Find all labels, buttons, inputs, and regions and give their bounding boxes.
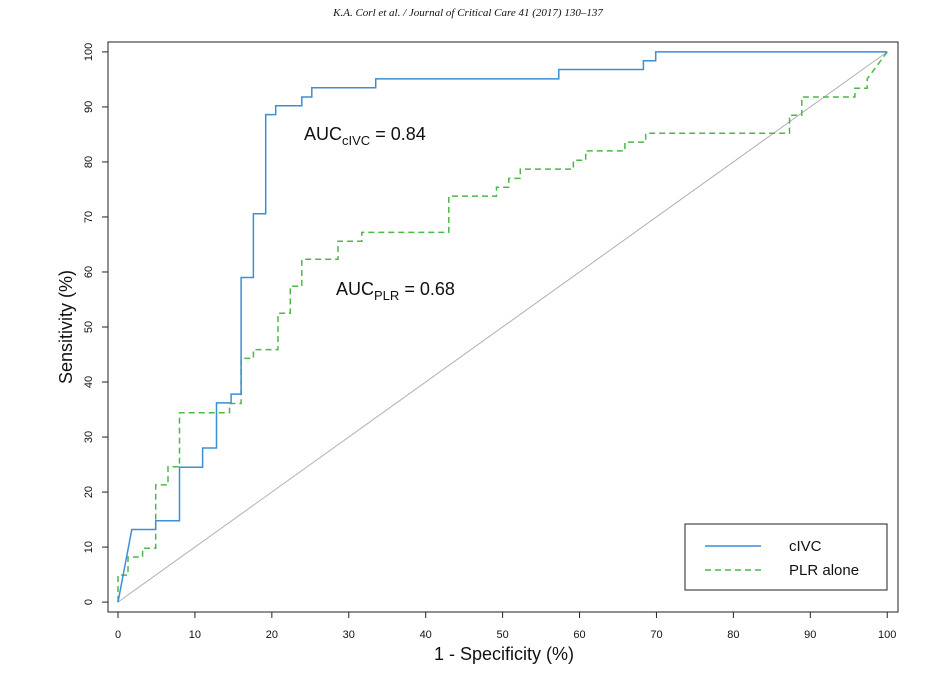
y-tick-label: 100: [83, 43, 95, 61]
x-tick-label: 90: [804, 629, 816, 641]
x-tick-label: 10: [189, 629, 201, 641]
y-tick-label: 70: [83, 211, 95, 223]
page-header: K.A. Corl et al. / Journal of Critical C…: [332, 7, 603, 19]
y-axis-label: Sensitivity (%): [56, 270, 76, 384]
y-tick-label: 20: [83, 486, 95, 498]
x-tick-label: 80: [727, 629, 739, 641]
legend-label: cIVC: [789, 538, 822, 555]
y-tick-label: 90: [83, 101, 95, 113]
x-tick-label: 70: [650, 629, 662, 641]
x-tick-label: 60: [573, 629, 585, 641]
x-tick-label: 30: [343, 629, 355, 641]
annotation-text: AUC: [336, 279, 374, 299]
y-tick-label: 40: [83, 376, 95, 388]
y-tick-label: 50: [83, 321, 95, 333]
y-tick-label: 80: [83, 156, 95, 168]
roc-curve: [117, 51, 888, 603]
y-tick-label: 30: [83, 431, 95, 443]
reference-line: [117, 51, 888, 603]
x-axis-label: 1 - Specificity (%): [434, 644, 574, 664]
annotation-text: AUC: [304, 124, 342, 144]
annotation-value: = 0.84: [370, 124, 426, 144]
annotation: AUCcIVC = 0.84: [304, 124, 426, 148]
legend-label: PLR alone: [789, 562, 859, 579]
x-tick-label: 50: [496, 629, 508, 641]
legend-box: [684, 523, 888, 591]
x-tick-label: 40: [420, 629, 432, 641]
annotation-value: = 0.68: [399, 279, 455, 299]
x-tick-label: 0: [115, 629, 121, 641]
y-tick-label: 0: [83, 599, 95, 605]
roc-curve: [117, 51, 888, 603]
x-tick-label: 20: [266, 629, 278, 641]
x-tick-label: 100: [878, 629, 896, 641]
y-tick-label: 60: [83, 266, 95, 278]
annotation: AUCPLR = 0.68: [336, 279, 455, 303]
annotation-subscript: PLR: [374, 288, 399, 303]
annotation-subscript: cIVC: [342, 133, 370, 148]
y-tick-label: 10: [83, 541, 95, 553]
